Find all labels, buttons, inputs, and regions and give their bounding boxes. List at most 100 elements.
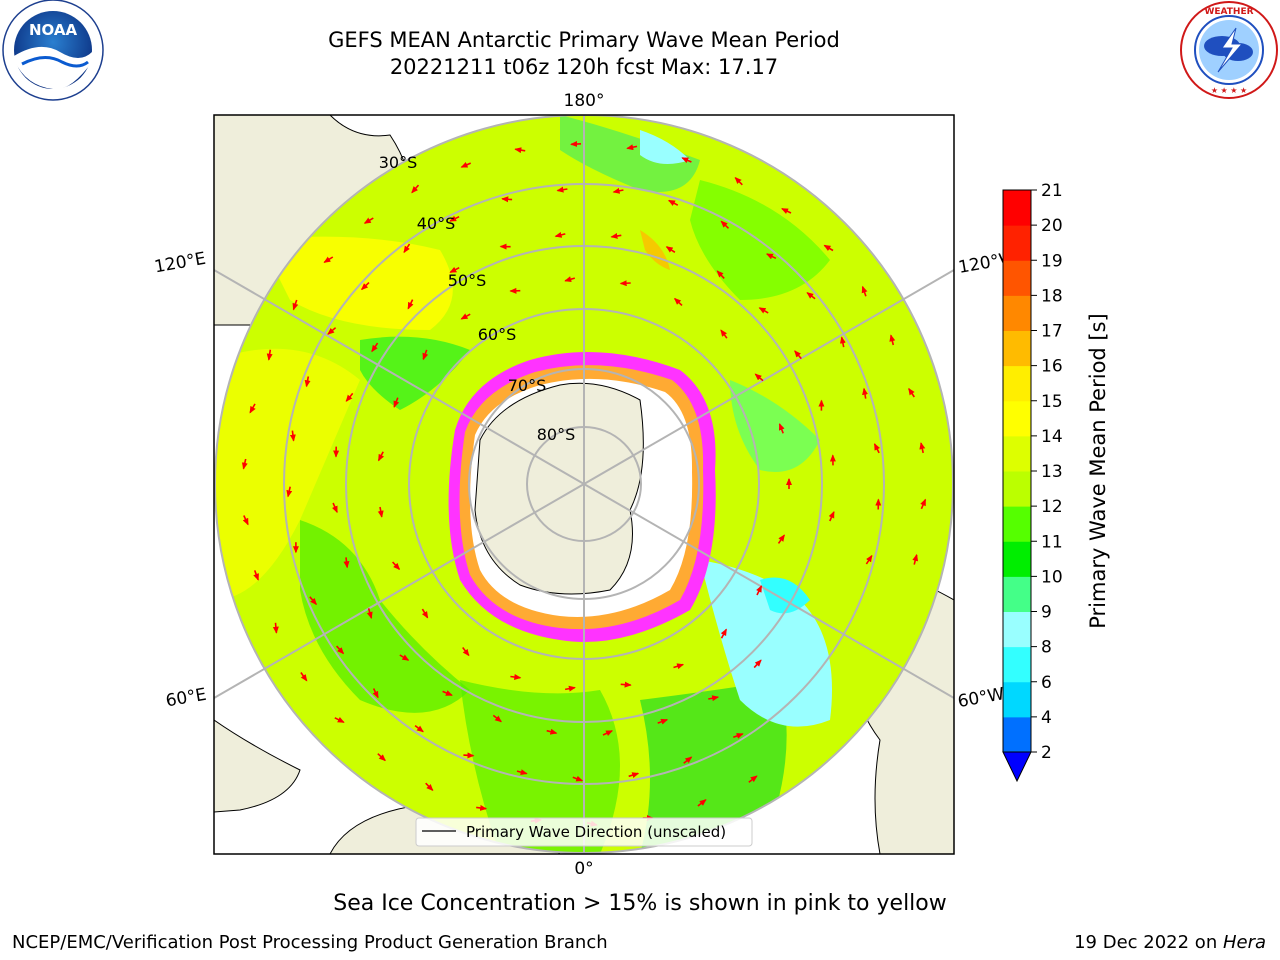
wave-arrow [377, 506, 384, 518]
wave-arrow [919, 442, 926, 454]
wave-arrow [334, 716, 345, 724]
colorbar-band [1003, 190, 1031, 226]
colorbar-label: Primary Wave Mean Period [s] [1086, 313, 1110, 629]
lat-label-30s: 30°S [379, 153, 418, 172]
wave-arrow [377, 451, 385, 462]
wave-arrow [272, 622, 279, 634]
map-frame [213, 114, 955, 855]
colorbar-tick-label: 18 [1041, 286, 1063, 306]
wave-arrow [336, 645, 345, 655]
colorbar-bands [1003, 190, 1031, 753]
wave-arrow [777, 534, 785, 544]
lon-label-180: 180° [564, 91, 605, 111]
lon-label-60e: 60°E [164, 685, 208, 712]
colorbar-band [1003, 260, 1031, 296]
graticule [214, 115, 954, 854]
colorbar-ticks: 2 4 6 8 9 10 11 12 13 14 15 16 17 18 19 20 21 [1031, 181, 1063, 763]
sea-ice-caption: Sea Ice Concentration > 15% is shown in … [333, 891, 947, 916]
colorbar-tick-label: 4 [1041, 708, 1052, 728]
map-legend: Primary Wave Direction (unscaled) [415, 817, 753, 847]
wave-arrow [460, 161, 472, 168]
lat-label-50s: 50°S [448, 271, 487, 290]
colorbar-tick-label: 11 [1041, 532, 1063, 552]
map-subtitle: 20221211 t06z 120h fcst Max: 17.17 [389, 55, 779, 79]
lat-label-60s: 60°S [478, 325, 517, 344]
wave-arrow [300, 672, 308, 682]
colorbar-tick-label: 21 [1041, 181, 1063, 201]
wave-arrow [716, 270, 725, 279]
wave-arrow [392, 561, 401, 571]
colorbar-tick-label: 13 [1041, 462, 1063, 482]
noaa-logo: NOAA [2, 0, 104, 101]
colorbar-band [1003, 295, 1031, 331]
wave-arrow [399, 654, 410, 661]
svg-text:★ ★ ★ ★: ★ ★ ★ ★ [1211, 86, 1247, 95]
wave-arrow [343, 557, 350, 569]
colorbar-band [1003, 330, 1031, 367]
wave-arrow [748, 775, 758, 783]
wave-arrow [619, 280, 631, 287]
wave-arrow [570, 141, 582, 147]
wave-arrow [425, 782, 434, 792]
wave-arrow [393, 397, 400, 408]
wave-arrow [492, 714, 502, 723]
colorbar-band [1003, 400, 1031, 437]
colorbar-tick-label: 16 [1041, 357, 1063, 377]
wave-arrow [754, 373, 764, 382]
wave-arrow [756, 585, 763, 596]
svg-text:WEATHER: WEATHER [1204, 7, 1253, 17]
wave-arrow [331, 502, 338, 514]
lat-label-80s: 80°S [537, 425, 576, 444]
lat-label-70s: 70°S [508, 376, 547, 395]
wave-arrow [839, 336, 846, 348]
wave-arrow [403, 243, 411, 254]
wave-arrow [823, 244, 834, 252]
wave-arrow [908, 387, 915, 398]
colorbar-band [1003, 435, 1031, 472]
wave-arrow [708, 695, 720, 702]
wave-arrow [323, 256, 334, 263]
wave-arrow [564, 685, 576, 692]
wave-arrow [733, 733, 744, 739]
colorbar-tick-label: 2 [1041, 743, 1052, 763]
colorbar: 2 4 6 8 9 10 11 12 13 14 15 16 17 18 19 20 21 Primary Wa… [1002, 181, 1110, 783]
wave-arrow [366, 608, 373, 619]
wave-arrow [873, 443, 880, 454]
wave-arrow [253, 570, 259, 581]
wave-arrow [889, 334, 896, 346]
wave-direction-arrows [241, 141, 927, 827]
legend-label: Primary Wave Direction (unscaled) [466, 823, 726, 841]
wave-arrow [289, 430, 296, 442]
wave-arrow [449, 266, 460, 274]
date-text: 19 Dec 2022 on Hera [1074, 932, 1266, 953]
wave-arrow [242, 515, 249, 526]
wave-arrow [421, 608, 429, 619]
wave-arrow [683, 756, 693, 764]
wave-arrow [665, 246, 676, 253]
wave-arrow [673, 663, 685, 670]
wave-arrow [360, 282, 370, 291]
wave-arrow [345, 392, 354, 402]
wave-arrow [460, 313, 471, 320]
lat-label-40s: 40°S [417, 214, 456, 233]
wave-arrow [828, 510, 835, 522]
wave-arrow [241, 458, 248, 470]
wave-arrow [610, 232, 622, 239]
wave-arrow [442, 690, 453, 696]
wave-arrow [510, 674, 522, 680]
colorbar-tick-label: 14 [1041, 427, 1063, 447]
colorbar-tick-label: 8 [1041, 638, 1052, 658]
colorbar-tick-label: 20 [1041, 216, 1063, 236]
date-host: Hera [1222, 932, 1266, 953]
wave-arrow [516, 769, 528, 776]
wave-arrow [781, 207, 792, 214]
colorbar-band [1003, 716, 1031, 753]
colorbar-band [1003, 365, 1031, 402]
colorbar-band [1003, 506, 1031, 542]
credit-text: NCEP/EMC/Verification Post Processing Pr… [12, 932, 608, 953]
wave-arrow [697, 799, 707, 807]
lon-label-0: 0° [574, 859, 593, 879]
wave-arrow [720, 628, 728, 639]
wave-arrow [414, 724, 424, 733]
